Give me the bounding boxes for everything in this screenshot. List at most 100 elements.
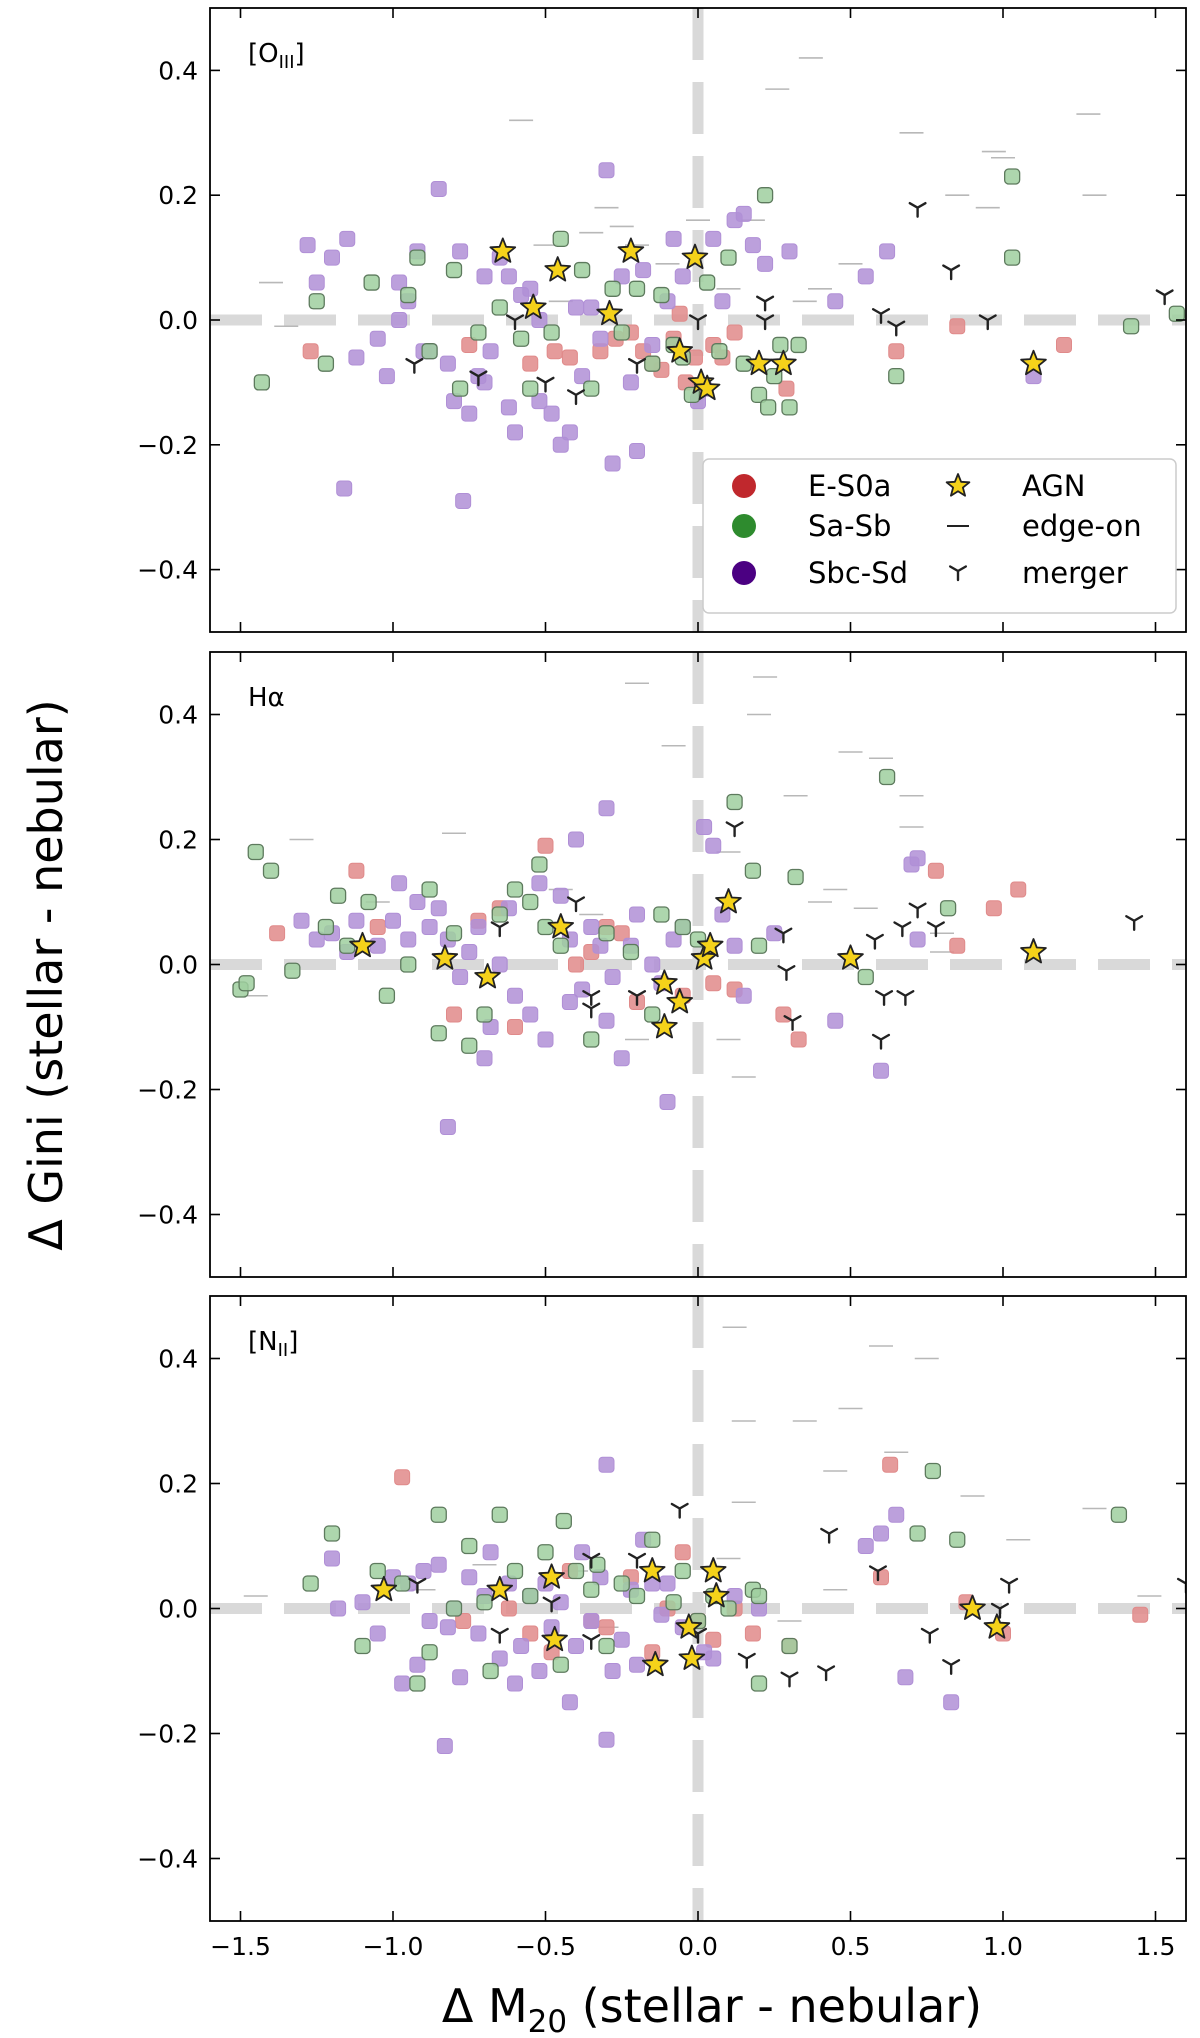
y-tick-label: 0.2	[158, 826, 198, 855]
point-e-s0a	[1010, 881, 1027, 898]
agn-star	[770, 349, 797, 376]
point-sbc-sd	[629, 443, 645, 460]
point-sbc-sd	[583, 919, 600, 935]
point-sa-sb	[522, 380, 539, 397]
point-sa-sb	[598, 925, 615, 942]
point-e-s0a	[705, 1631, 722, 1648]
point-sbc-sd	[378, 368, 395, 385]
point-sa-sb	[506, 881, 524, 898]
point-sa-sb	[421, 343, 438, 360]
point-sa-sb	[555, 1512, 572, 1530]
point-sa-sb	[537, 918, 554, 936]
point-sa-sb	[644, 355, 661, 372]
point-sa-sb	[317, 918, 335, 936]
x-axis-title: Δ M20 (stellar - nebular)	[442, 1979, 982, 2038]
point-sbc-sd	[604, 969, 621, 985]
point-sa-sb	[506, 1562, 524, 1580]
y-tick-label: −0.2	[137, 431, 198, 460]
agn-star	[959, 1594, 986, 1620]
agn-star	[678, 1644, 706, 1670]
point-e-s0a	[744, 1625, 761, 1642]
panels-layer: 0.4 0.2 0.0 −0.2 −0.4 [OIII] E-S0a AGN Sa-Sb edge…	[137, 7, 1187, 1961]
point-sa-sb	[744, 862, 762, 879]
agn-star	[745, 349, 773, 376]
agn-star	[1020, 938, 1047, 964]
merger-marker	[490, 921, 509, 938]
y-tick-label: 0.0	[158, 951, 198, 980]
point-sa-sb	[491, 299, 508, 316]
agn-star	[651, 1013, 678, 1039]
merger-marker	[783, 1015, 802, 1031]
point-sbc-sd	[568, 299, 584, 316]
merger-marker	[920, 1627, 939, 1644]
point-sa-sb	[421, 1644, 438, 1661]
agn-star	[715, 888, 742, 914]
point-e-s0a	[348, 862, 365, 879]
merger-marker	[627, 990, 647, 1006]
merger-marker	[536, 376, 555, 393]
point-sbc-sd	[308, 274, 325, 291]
point-sa-sb	[787, 868, 804, 886]
point-sa-sb	[400, 956, 417, 973]
point-sbc-sd	[461, 1569, 478, 1586]
merger-marker	[1000, 1577, 1019, 1594]
merger-marker	[871, 308, 891, 324]
point-sa-sb	[750, 937, 768, 954]
point-sbc-sd	[421, 1613, 438, 1629]
point-e-s0a	[568, 956, 584, 973]
x-tick-label: 0.5	[831, 1932, 871, 1961]
point-sbc-sd	[629, 1656, 645, 1673]
legend: E-S0a AGN Sa-Sb edge-on Sbc-Sd merger	[702, 458, 1177, 614]
legend-label: merger	[1022, 556, 1128, 590]
point-e-s0a	[927, 862, 944, 879]
point-sbc-sd	[552, 436, 569, 453]
point-sbc-sd	[744, 237, 761, 254]
y-tick-label: 0.4	[158, 1345, 198, 1374]
point-sbc-sd	[888, 1506, 905, 1523]
legend-marker-sbc-sd	[732, 561, 756, 585]
point-sbc-sd	[476, 1050, 493, 1067]
point-sa-sb	[1110, 1506, 1128, 1523]
point-sbc-sd	[537, 1031, 554, 1048]
point-sbc-sd	[909, 931, 926, 948]
point-sa-sb	[512, 330, 530, 347]
point-sa-sb	[583, 1581, 600, 1598]
point-sa-sb	[451, 380, 469, 397]
panel-2: 0.4 0.2 0.0 −0.2 −0.4 Hα	[137, 651, 1187, 1278]
point-sbc-sd	[659, 1575, 676, 1592]
panel-1: 0.4 0.2 0.0 −0.2 −0.4 [OIII] E-S0a AGN Sa-Sb edge…	[137, 7, 1187, 633]
point-sbc-sd	[873, 1062, 889, 1079]
panel-label-main: Hα	[248, 683, 285, 713]
point-sbc-sd	[781, 243, 798, 260]
point-e-s0a	[269, 925, 286, 942]
point-sa-sb	[674, 1562, 691, 1580]
point-sbc-sd	[644, 956, 661, 973]
point-e-s0a	[507, 1019, 523, 1035]
point-sa-sb	[653, 286, 670, 304]
point-e-s0a	[522, 1625, 539, 1642]
point-sbc-sd	[531, 393, 548, 410]
point-sbc-sd	[613, 1050, 630, 1067]
legend-label: AGN	[1022, 469, 1086, 503]
point-sa-sb	[247, 843, 264, 861]
point-sa-sb	[552, 230, 569, 248]
point-e-s0a	[561, 349, 578, 366]
point-sa-sb	[461, 1037, 478, 1054]
legend-marker-merger	[948, 565, 968, 582]
point-e-s0a	[882, 1456, 899, 1473]
point-sa-sb	[628, 1587, 646, 1605]
point-sa-sb	[284, 962, 301, 979]
point-sbc-sd	[574, 368, 591, 385]
point-sbc-sd	[757, 255, 774, 272]
point-e-s0a	[985, 900, 1002, 917]
point-sbc-sd	[583, 1613, 600, 1629]
point-sa-sb	[750, 1675, 768, 1692]
point-e-s0a	[537, 837, 554, 854]
point-sbc-sd	[513, 1638, 530, 1654]
merger-marker	[582, 990, 601, 1006]
y-tick-label: 0.2	[158, 1470, 198, 1499]
x-tick-label: −1.0	[363, 1932, 424, 1961]
merger-marker	[990, 1602, 1009, 1619]
point-sbc-sd	[827, 1012, 844, 1029]
